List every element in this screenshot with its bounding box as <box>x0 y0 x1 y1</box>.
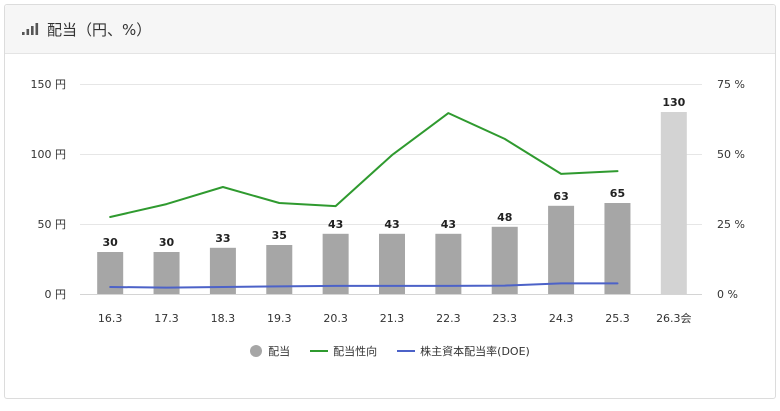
right-axis-tick-label: 25 % <box>717 218 745 231</box>
dividend-combo-chart: 0 円 50 円 100 円 150 円 0 % 25 % 50 % 75 % 30 30 33 35… <box>31 78 745 325</box>
legend-label-payout-ratio: 配当性向 <box>333 345 378 358</box>
x-axis-category-label: 20.3 <box>323 312 348 325</box>
dividend-bar-8 <box>491 226 518 294</box>
x-axis-category-label: 22.3 <box>436 312 461 325</box>
dividend-data-label: 35 <box>272 229 287 242</box>
dividend-bar-10 <box>604 203 631 294</box>
dividend-data-label: 33 <box>215 232 230 245</box>
x-axis-category-label: 26.3会 <box>656 312 692 325</box>
legend-item-dividend[interactable]: 配当 <box>250 343 290 359</box>
left-axis-tick-label: 100 円 <box>31 148 67 161</box>
card-header: 配当（円、%） <box>5 5 775 54</box>
x-axis-category-label: 16.3 <box>98 312 123 325</box>
legend-label-doe: 株主資本配当率(DOE) <box>420 345 530 358</box>
x-axis-category-label: 19.3 <box>267 312 292 325</box>
x-axis-category-label: 17.3 <box>154 312 179 325</box>
dividend-data-label: 48 <box>497 211 512 224</box>
legend-label-dividend: 配当 <box>268 345 291 358</box>
dividend-data-label: 43 <box>384 218 399 231</box>
left-axis-tick-label: 50 円 <box>38 218 67 231</box>
x-axis-category-label: 25.3 <box>605 312 630 325</box>
right-axis-tick-label: 75 % <box>717 78 745 91</box>
dividend-bar-5 <box>322 233 349 294</box>
x-axis-category-label: 21.3 <box>380 312 405 325</box>
right-axis-tick-label: 50 % <box>717 148 745 161</box>
dividend-data-label: 65 <box>610 187 625 200</box>
dividend-data-label: 43 <box>328 218 343 231</box>
bar-chart-icon <box>22 22 40 36</box>
chart-legend: 配当 配当性向 株主資本配当率(DOE) <box>5 341 775 361</box>
dividend-bar-6 <box>379 233 405 294</box>
legend-item-doe[interactable]: 株主資本配当率(DOE) <box>397 343 530 359</box>
dividend-data-label: 63 <box>553 190 568 203</box>
dividend-data-label: 43 <box>441 218 456 231</box>
x-axis-category-label: 23.3 <box>492 312 517 325</box>
dividend-data-label: 30 <box>159 236 175 249</box>
left-axis-tick-label: 150 円 <box>31 78 67 91</box>
left-axis-tick-label: 0 円 <box>45 288 67 301</box>
right-axis-tick-label: 0 % <box>717 288 738 301</box>
chart-title: 配当（円、%） <box>47 20 152 39</box>
x-axis-category-label: 18.3 <box>211 312 236 325</box>
dividend-data-label: 30 <box>103 236 119 249</box>
dividend-bar-9 <box>548 205 575 294</box>
payout-ratio-line <box>109 112 619 218</box>
legend-line-marker <box>310 350 329 352</box>
dividend-chart-card: 配当（円、%） 0 円 50 円 100 円 150 円 0 % 25 % 50 % 75 %… <box>4 4 776 399</box>
legend-circle-marker <box>250 345 263 357</box>
dividend-bar-11 <box>660 112 687 294</box>
legend-line-marker <box>397 350 416 352</box>
legend-item-payout-ratio[interactable]: 配当性向 <box>310 343 377 359</box>
dividend-bar-7 <box>435 233 462 294</box>
dividend-data-label: 130 <box>662 96 685 109</box>
x-axis-category-label: 24.3 <box>549 312 574 325</box>
doe-line <box>109 282 619 289</box>
